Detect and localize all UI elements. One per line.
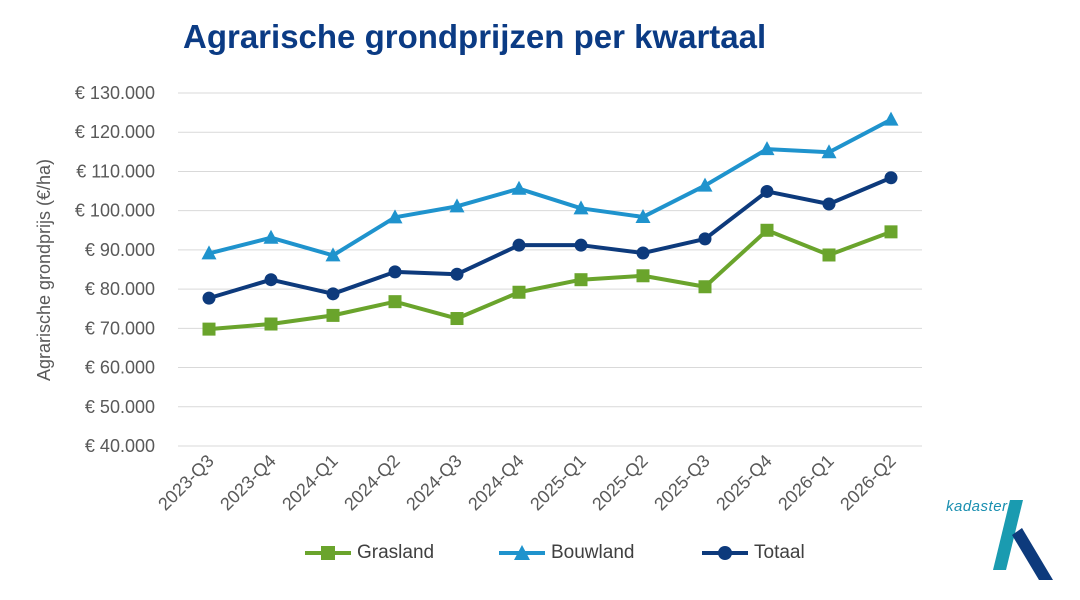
legend-marker-bouwland [499, 545, 545, 560]
legend-label-bouwland: Bouwland [551, 542, 635, 563]
x-tick-label: 2025-Q3 [650, 451, 714, 515]
y-tick-label: € 120.000 [75, 122, 155, 142]
y-tick-labels: € 40.000 € 50.000 € 60.000 € 70.000 € 80.000… [75, 83, 155, 456]
data-point-bouwland [821, 144, 837, 159]
y-tick-label: € 90.000 [85, 240, 155, 260]
x-tick-label: 2025-Q1 [526, 451, 590, 515]
legend-label-totaal: Totaal [754, 542, 805, 563]
legend-marker-totaal [702, 546, 748, 560]
data-point-bouwland [759, 141, 775, 156]
data-point-grasland [512, 285, 526, 299]
legend: Grasland Bouwland Totaal [0, 538, 1080, 568]
data-point-grasland [636, 269, 650, 283]
data-point-grasland [574, 273, 588, 287]
data-point-bouwland [573, 200, 589, 215]
legend-item-grasland: Grasland [303, 538, 434, 568]
x-tick-label: 2024-Q4 [464, 451, 528, 515]
data-point-grasland [822, 248, 836, 262]
data-point-bouwland [449, 198, 465, 213]
x-tick-label: 2024-Q2 [340, 451, 404, 515]
data-point-bouwland [511, 180, 527, 195]
data-point-grasland [698, 280, 712, 294]
y-tick-label: € 110.000 [76, 161, 155, 181]
data-point-grasland [202, 322, 216, 336]
series-line-grasland [208, 228, 892, 332]
x-tick-label: 2025-Q4 [712, 451, 776, 515]
legend-item-totaal: Totaal [700, 538, 805, 568]
legend-label-grasland: Grasland [357, 542, 435, 563]
data-point-bouwland [325, 247, 341, 262]
data-point-totaal [264, 273, 278, 287]
x-tick-label: 2026-Q1 [774, 451, 838, 515]
data-point-bouwland [201, 245, 217, 260]
data-point-grasland [760, 223, 774, 237]
data-point-totaal [450, 267, 464, 281]
data-point-bouwland [883, 111, 899, 126]
data-point-totaal [512, 238, 526, 252]
data-point-totaal [884, 171, 898, 185]
y-tick-label: € 70.000 [85, 318, 155, 338]
y-tick-label: € 50.000 [85, 397, 155, 417]
series-lines [201, 111, 899, 336]
data-point-totaal [636, 246, 650, 260]
data-point-bouwland [263, 229, 279, 244]
series-line-totaal [208, 175, 892, 301]
data-point-totaal [388, 265, 402, 279]
x-tick-label: 2024-Q3 [402, 451, 466, 515]
data-point-bouwland [387, 209, 403, 224]
x-tick-label: 2026-Q2 [836, 451, 900, 515]
series-bouwland [201, 111, 899, 262]
data-point-totaal [760, 184, 774, 198]
data-point-grasland [388, 295, 402, 309]
series-totaal [202, 171, 898, 305]
logo-text: kadaster [946, 498, 1008, 515]
data-point-totaal [202, 291, 216, 305]
y-tick-label: € 100.000 [75, 201, 155, 221]
data-point-grasland [450, 312, 464, 326]
data-point-totaal [326, 287, 340, 301]
legend-item-bouwland: Bouwland [497, 538, 634, 568]
data-point-grasland [264, 317, 278, 331]
kadaster-logo: kadaster [940, 490, 1070, 590]
y-tick-label: € 60.000 [85, 358, 155, 378]
data-point-totaal [822, 197, 836, 211]
data-point-bouwland [697, 177, 713, 192]
y-tick-label: € 40.000 [85, 436, 155, 456]
y-tick-label: € 80.000 [85, 279, 155, 299]
y-tick-label: € 130.000 [75, 83, 155, 103]
kadaster-k-icon [993, 500, 1053, 580]
x-tick-label: 2024-Q1 [278, 451, 342, 515]
data-point-grasland [326, 308, 340, 322]
chart-title: Agrarische grondprijzen per kwartaal [183, 18, 767, 55]
data-point-totaal [574, 238, 588, 252]
x-tick-label: 2025-Q2 [588, 451, 652, 515]
series-line-bouwland [208, 117, 892, 258]
legend-marker-grasland [305, 546, 351, 560]
series-grasland [202, 223, 898, 336]
x-tick-labels: 2023-Q32023-Q42024-Q12024-Q22024-Q32024-… [154, 451, 900, 515]
x-tick-label: 2023-Q3 [154, 451, 218, 515]
y-axis-label: Agrarische grondprijs (€/ha) [34, 159, 54, 381]
gridlines [178, 92, 922, 447]
data-point-totaal [698, 232, 712, 246]
x-tick-label: 2023-Q4 [216, 451, 280, 515]
data-point-grasland [884, 225, 898, 239]
data-point-bouwland [635, 208, 651, 223]
